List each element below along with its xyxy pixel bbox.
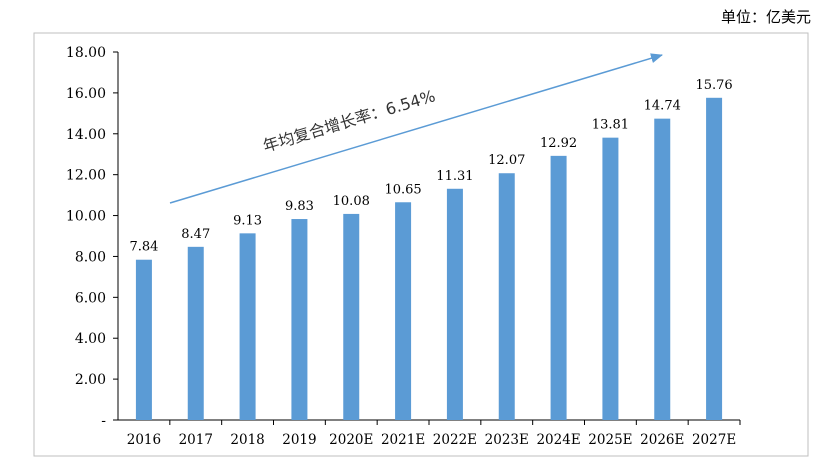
data-label: 10.08 bbox=[333, 194, 370, 209]
y-tick-label: 12.00 bbox=[66, 168, 106, 184]
y-tick-label: 10.00 bbox=[66, 209, 106, 225]
y-tick-label: 4.00 bbox=[75, 331, 106, 347]
y-tick-label: 14.00 bbox=[66, 127, 106, 143]
bar bbox=[291, 219, 308, 420]
x-tick-label: 2023E bbox=[485, 432, 529, 448]
bar bbox=[654, 118, 671, 420]
data-label: 15.76 bbox=[695, 78, 732, 93]
data-label: 9.13 bbox=[233, 213, 262, 228]
data-label: 11.31 bbox=[436, 169, 473, 184]
y-tick-label: 8.00 bbox=[75, 249, 106, 265]
x-tick-label: 2022E bbox=[433, 432, 477, 448]
bar bbox=[498, 173, 515, 420]
data-label: 8.47 bbox=[181, 227, 210, 242]
bar bbox=[187, 246, 204, 420]
bar bbox=[239, 233, 256, 420]
x-tick-label: 2026E bbox=[640, 432, 684, 448]
x-tick-label: 2024E bbox=[536, 432, 580, 448]
bar bbox=[135, 259, 152, 420]
x-tick-label: 2020E bbox=[329, 432, 373, 448]
x-tick-label: 2025E bbox=[588, 432, 632, 448]
data-label: 12.92 bbox=[540, 136, 577, 151]
x-tick-label: 2019 bbox=[282, 432, 316, 448]
y-tick-label: 18.00 bbox=[66, 45, 106, 61]
chart-frame bbox=[33, 32, 809, 457]
unit-label: 单位：亿美元 bbox=[720, 8, 811, 26]
data-label: 13.81 bbox=[592, 118, 629, 133]
bar bbox=[343, 213, 360, 420]
data-label: 7.84 bbox=[129, 240, 158, 255]
bar bbox=[550, 155, 567, 420]
x-tick-label: 2021E bbox=[381, 432, 425, 448]
x-tick-label: 2018 bbox=[230, 432, 264, 448]
x-tick-label: 2016 bbox=[127, 432, 161, 448]
y-tick-label: 2.00 bbox=[75, 372, 106, 388]
bar bbox=[446, 188, 463, 420]
data-label: 10.65 bbox=[384, 182, 421, 197]
y-axis: - 2.00 4.00 6.00 8.00 10.00 12.00 14.00 16.00 18.… bbox=[66, 45, 119, 429]
cagr-arrow bbox=[169, 53, 663, 204]
bar bbox=[706, 97, 723, 420]
y-tick-label: - bbox=[101, 413, 106, 429]
bar bbox=[395, 202, 412, 420]
y-tick-label: 16.00 bbox=[66, 86, 106, 102]
y-tick-label: 6.00 bbox=[75, 290, 106, 306]
x-tick-label: 2017 bbox=[179, 432, 213, 448]
data-label: 14.74 bbox=[644, 99, 681, 114]
x-axis: 2016 2017 2018 2019 2020E 2021E 2022E 2023E 2024… bbox=[118, 419, 741, 448]
bars bbox=[135, 97, 723, 420]
bar bbox=[602, 137, 619, 420]
data-label: 12.07 bbox=[488, 153, 525, 168]
x-tick-label: 2027E bbox=[692, 432, 736, 448]
data-label: 9.83 bbox=[285, 199, 314, 214]
data-labels: 7.84 8.47 9.13 9.83 10.08 10.65 11.31 12.07 12.9… bbox=[129, 78, 732, 255]
